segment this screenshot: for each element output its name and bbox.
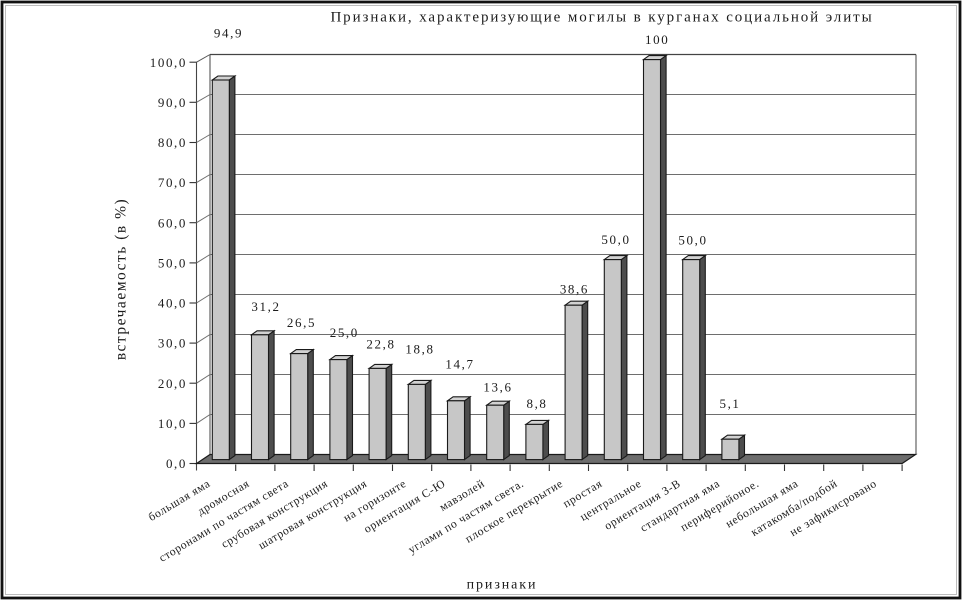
svg-text:94,9: 94,9 — [214, 26, 243, 41]
svg-text:22,8: 22,8 — [366, 337, 395, 352]
svg-text:14,7: 14,7 — [445, 356, 474, 371]
svg-text:50,0: 50,0 — [158, 256, 187, 271]
svg-text:100,0: 100,0 — [150, 55, 187, 70]
svg-text:26,5: 26,5 — [287, 315, 316, 330]
svg-text:80,0: 80,0 — [158, 135, 187, 150]
svg-text:признаки: признаки — [467, 578, 538, 593]
svg-text:100: 100 — [645, 32, 669, 47]
svg-text:30,0: 30,0 — [158, 336, 187, 351]
svg-text:18,8: 18,8 — [405, 341, 434, 356]
svg-text:13,6: 13,6 — [483, 380, 512, 395]
svg-text:5,1: 5,1 — [719, 396, 740, 411]
svg-text:31,2: 31,2 — [251, 299, 280, 314]
svg-text:40,0: 40,0 — [158, 296, 187, 311]
svg-text:60,0: 60,0 — [158, 215, 187, 230]
svg-text:25,0: 25,0 — [330, 325, 359, 340]
svg-text:38,6: 38,6 — [560, 282, 589, 297]
svg-text:встречаемость (в %): встречаемость (в %) — [113, 198, 130, 360]
svg-text:50,0: 50,0 — [678, 233, 707, 248]
svg-text:50,0: 50,0 — [601, 232, 630, 247]
svg-text:90,0: 90,0 — [158, 95, 187, 110]
svg-text:10,0: 10,0 — [158, 416, 187, 431]
svg-text:Признаки, характеризующие моги: Признаки, характеризующие могилы в курга… — [330, 10, 873, 26]
svg-text:20,0: 20,0 — [158, 376, 187, 391]
svg-text:0,0: 0,0 — [166, 456, 187, 471]
svg-text:70,0: 70,0 — [158, 175, 187, 190]
svg-text:8,8: 8,8 — [526, 396, 547, 411]
